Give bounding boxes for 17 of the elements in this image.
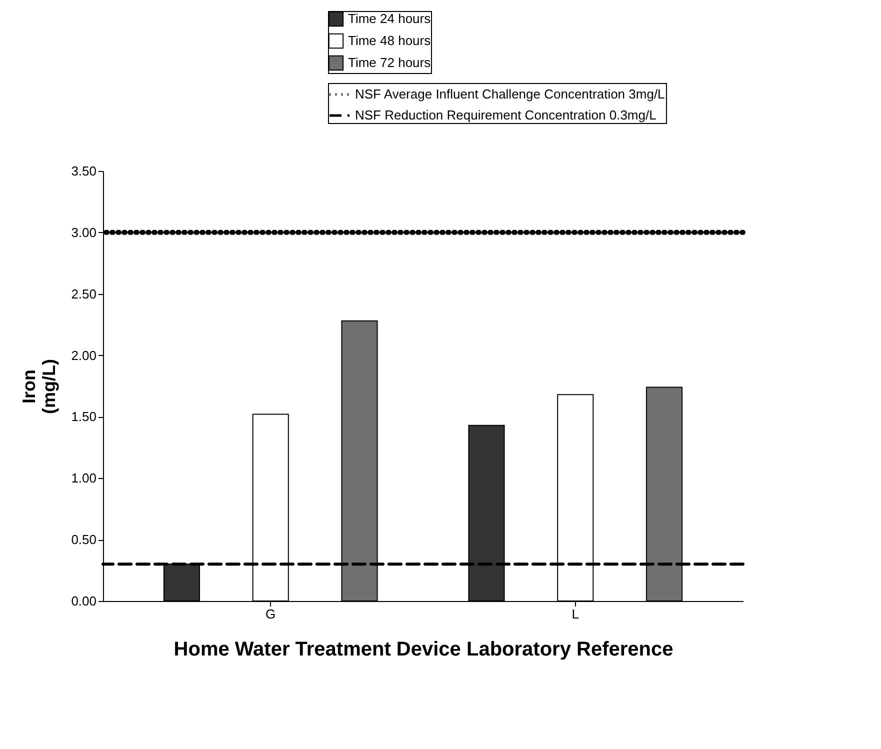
legend-label: Time 48 hours — [348, 33, 432, 48]
y-tick-label: 0.00 — [71, 594, 96, 608]
x-axis-title: Home Water Treatment Device Laboratory Reference — [174, 638, 674, 660]
y-axis-title: Iron (mg/L) — [19, 359, 60, 414]
legend-label: Time 72 hours — [348, 55, 432, 70]
legend-label: NSF Average Influent Challenge Concentration 3mg/L — [355, 86, 665, 102]
x-tick-label: L — [572, 606, 579, 622]
y-tick-label: 1.00 — [71, 470, 96, 486]
legend-label: NSF Reduction Requirement Concentration 0.3mg/L — [355, 108, 656, 122]
y-tick-label: 0.50 — [71, 532, 96, 548]
y-tick-label: 2.50 — [71, 286, 96, 302]
y-tick-label: 1.50 — [71, 409, 96, 424]
y-tick-label: 3.50 — [71, 164, 96, 178]
y-tick-label: 3.00 — [71, 224, 96, 240]
x-tick-label: G — [266, 606, 276, 622]
legend-label: Time 24 hours — [348, 11, 432, 26]
y-tick-label: 2.00 — [71, 348, 96, 363]
